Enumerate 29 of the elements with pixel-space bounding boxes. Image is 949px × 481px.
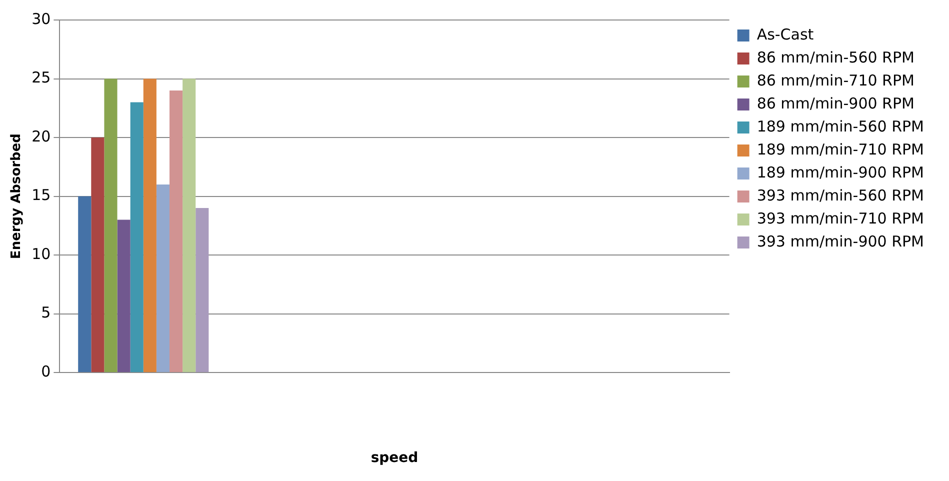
bar — [78, 196, 92, 372]
bar — [182, 78, 196, 372]
legend-label: 393 mm/min-900 RPM — [756, 232, 924, 250]
legend-label: 393 mm/min-710 RPM — [756, 209, 924, 228]
y-tick-label: 25 — [32, 68, 51, 87]
y-tick-label: 0 — [41, 362, 51, 380]
y-tick-label: 15 — [32, 186, 51, 204]
legend-label: As-Cast — [756, 25, 814, 44]
legend-label: 189 mm/min-560 RPM — [756, 117, 924, 136]
bar — [156, 184, 170, 372]
bar — [117, 220, 130, 372]
bar — [170, 90, 183, 372]
bar — [91, 138, 104, 372]
x-axis-title: speed — [370, 450, 418, 466]
y-tick-label: 30 — [32, 10, 51, 28]
bar — [196, 208, 209, 372]
y-tick-label: 5 — [41, 304, 51, 322]
y-tick-label: 10 — [32, 244, 51, 263]
y-axis-title: Energy Absorbed — [9, 134, 24, 260]
y-tick-label: 20 — [32, 127, 51, 146]
legend-label: 86 mm/min-710 RPM — [756, 71, 914, 90]
legend-label: 189 mm/min-900 RPM — [756, 163, 924, 182]
bar — [130, 102, 144, 372]
bar — [143, 78, 156, 372]
legend-label: 393 mm/min-560 RPM — [756, 186, 924, 204]
bar — [104, 78, 118, 372]
legend-label: 86 mm/min-900 RPM — [756, 94, 914, 112]
legend-label: 189 mm/min-710 RPM — [756, 140, 924, 158]
legend-label: 86 mm/min-560 RPM — [756, 48, 914, 66]
